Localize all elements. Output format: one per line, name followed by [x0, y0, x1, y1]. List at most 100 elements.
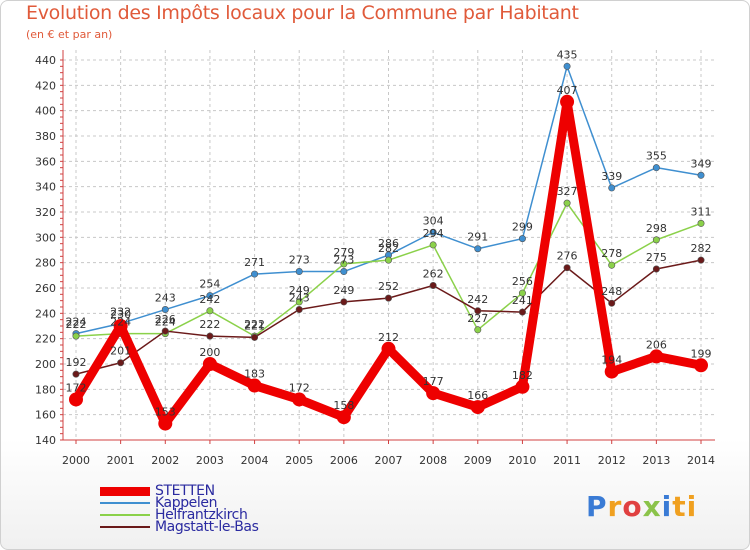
data-label-magstatt-le-bas: 192 — [66, 356, 87, 369]
data-label-stetten: 177 — [423, 375, 444, 388]
data-label-magstatt-le-bas: 249 — [333, 284, 354, 297]
data-label-kappelen: 291 — [467, 231, 488, 244]
data-label-kappelen: 232 — [110, 305, 131, 318]
point-stetten — [113, 319, 128, 333]
data-label-magstatt-le-bas: 221 — [244, 319, 265, 332]
y-tick-label: 140 — [35, 434, 56, 447]
point-stetten — [649, 349, 664, 364]
data-label-stetten: 172 — [289, 381, 310, 394]
point-stetten — [604, 364, 619, 379]
data-label-stetten: 172 — [66, 381, 87, 394]
point-kappelen — [429, 228, 437, 236]
data-label-stetten: 199 — [691, 347, 712, 360]
data-label-stetten: 200 — [199, 346, 220, 359]
data-label-helfrantzkirch: 294 — [423, 227, 444, 240]
y-tick-label: 220 — [35, 333, 56, 346]
point-stetten — [560, 94, 575, 109]
y-tick-label: 180 — [35, 383, 56, 396]
y-tick-label: 400 — [35, 105, 56, 118]
y-tick-label: 340 — [35, 181, 56, 194]
point-magstatt-le-bas — [117, 359, 125, 367]
point-helfrantzkirch — [474, 326, 482, 334]
x-tick-label: 2001 — [107, 454, 135, 467]
data-label-helfrantzkirch: 282 — [378, 242, 399, 255]
data-label-kappelen: 271 — [244, 256, 265, 269]
data-label-kappelen: 254 — [199, 278, 220, 291]
data-label-magstatt-le-bas: 282 — [691, 242, 712, 255]
data-label-stetten: 230 — [110, 308, 131, 321]
data-label-stetten: 407 — [557, 84, 578, 97]
point-magstatt-le-bas — [474, 307, 482, 315]
legend-swatch-helfrantzkirch — [100, 514, 150, 516]
point-magstatt-le-bas — [161, 327, 169, 335]
data-label-stetten: 166 — [467, 389, 488, 402]
point-magstatt-le-bas — [251, 333, 259, 341]
point-helfrantzkirch — [563, 199, 571, 207]
data-label-magstatt-le-bas: 248 — [601, 285, 622, 298]
x-tick-label: 2008 — [419, 454, 447, 467]
point-kappelen — [295, 268, 303, 276]
data-label-kappelen: 299 — [512, 221, 533, 234]
point-magstatt-le-bas — [206, 332, 214, 340]
point-kappelen — [518, 235, 526, 243]
point-kappelen — [697, 171, 705, 179]
data-label-helfrantzkirch: 227 — [467, 312, 488, 325]
data-label-helfrantzkirch: 311 — [691, 205, 712, 218]
point-magstatt-le-bas — [429, 281, 437, 289]
x-tick-label: 2012 — [598, 454, 626, 467]
data-label-magstatt-le-bas: 276 — [557, 250, 578, 263]
legend-label-kappelen: Kappelen — [155, 495, 218, 511]
point-kappelen — [652, 164, 660, 172]
point-helfrantzkirch — [340, 260, 348, 268]
point-magstatt-le-bas — [608, 299, 616, 307]
data-label-helfrantzkirch: 298 — [646, 222, 667, 235]
point-magstatt-le-bas — [72, 370, 80, 378]
data-label-helfrantzkirch: 242 — [199, 293, 220, 306]
data-label-kappelen: 243 — [155, 292, 176, 305]
legend-label-stetten: STETTEN — [155, 483, 215, 499]
point-magstatt-le-bas — [518, 308, 526, 316]
chart-subtitle: (en € et par an) — [26, 28, 113, 41]
data-label-magstatt-le-bas: 241 — [512, 294, 533, 307]
point-stetten — [336, 410, 351, 425]
data-label-helfrantzkirch: 278 — [601, 247, 622, 260]
point-kappelen — [161, 306, 169, 314]
point-helfrantzkirch — [72, 332, 80, 340]
x-tick-label: 2003 — [196, 454, 224, 467]
data-label-magstatt-le-bas: 201 — [110, 345, 131, 358]
y-tick-label: 200 — [35, 358, 56, 371]
point-stetten — [202, 357, 217, 371]
point-magstatt-le-bas — [563, 264, 571, 272]
data-label-stetten: 182 — [512, 369, 533, 382]
point-stetten — [381, 341, 396, 356]
data-label-magstatt-le-bas: 243 — [289, 292, 310, 305]
x-tick-label: 2011 — [553, 454, 581, 467]
legend-label-magstatt-le-bas: Magstatt-le-Bas — [155, 519, 259, 535]
data-label-kappelen: 273 — [333, 254, 354, 267]
data-label-kappelen: 349 — [691, 157, 712, 170]
data-label-helfrantzkirch: 222 — [66, 318, 87, 331]
y-tick-label: 300 — [35, 231, 56, 244]
data-label-magstatt-le-bas: 252 — [378, 280, 399, 293]
x-tick-label: 2004 — [241, 454, 269, 467]
data-label-helfrantzkirch: 224 — [155, 316, 176, 329]
x-tick-label: 2002 — [151, 454, 179, 467]
data-label-helfrantzkirch: 222 — [244, 318, 265, 331]
data-label-helfrantzkirch: 327 — [557, 185, 578, 198]
point-stetten — [69, 392, 83, 407]
x-tick-label: 2010 — [508, 454, 536, 467]
point-kappelen — [608, 184, 616, 192]
point-kappelen — [563, 62, 571, 70]
y-tick-label: 360 — [35, 155, 56, 168]
point-helfrantzkirch — [518, 289, 526, 297]
y-tick-label: 280 — [35, 257, 56, 270]
legend-swatch-magstatt-le-bas — [100, 526, 150, 528]
point-magstatt-le-bas — [652, 265, 660, 273]
point-stetten — [694, 358, 708, 373]
x-tick-label: 2007 — [375, 454, 403, 467]
y-tick-label: 380 — [35, 130, 56, 143]
data-label-kappelen: 304 — [423, 214, 444, 227]
data-label-helfrantzkirch: 279 — [333, 246, 354, 259]
y-tick-label: 320 — [35, 206, 56, 219]
